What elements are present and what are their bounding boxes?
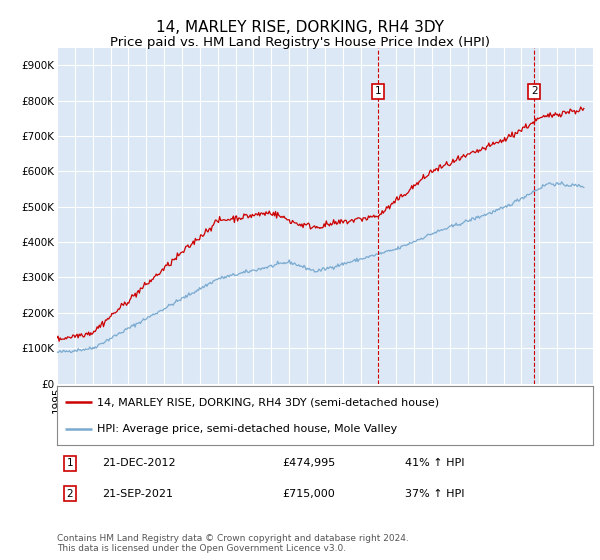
Text: £474,995: £474,995	[282, 459, 335, 469]
Text: 2: 2	[531, 86, 538, 96]
Text: 41% ↑ HPI: 41% ↑ HPI	[405, 459, 465, 469]
Text: 21-SEP-2021: 21-SEP-2021	[103, 488, 173, 498]
Text: Price paid vs. HM Land Registry's House Price Index (HPI): Price paid vs. HM Land Registry's House …	[110, 36, 490, 49]
Text: 14, MARLEY RISE, DORKING, RH4 3DY (semi-detached house): 14, MARLEY RISE, DORKING, RH4 3DY (semi-…	[97, 397, 439, 407]
Text: 1: 1	[374, 86, 381, 96]
Text: 14, MARLEY RISE, DORKING, RH4 3DY: 14, MARLEY RISE, DORKING, RH4 3DY	[156, 20, 444, 35]
Text: Contains HM Land Registry data © Crown copyright and database right 2024.
This d: Contains HM Land Registry data © Crown c…	[57, 534, 409, 553]
Text: 2: 2	[67, 488, 73, 498]
Text: HPI: Average price, semi-detached house, Mole Valley: HPI: Average price, semi-detached house,…	[97, 424, 397, 435]
Text: 37% ↑ HPI: 37% ↑ HPI	[405, 488, 465, 498]
Text: 1: 1	[67, 459, 73, 469]
Text: 21-DEC-2012: 21-DEC-2012	[103, 459, 176, 469]
Text: £715,000: £715,000	[282, 488, 335, 498]
